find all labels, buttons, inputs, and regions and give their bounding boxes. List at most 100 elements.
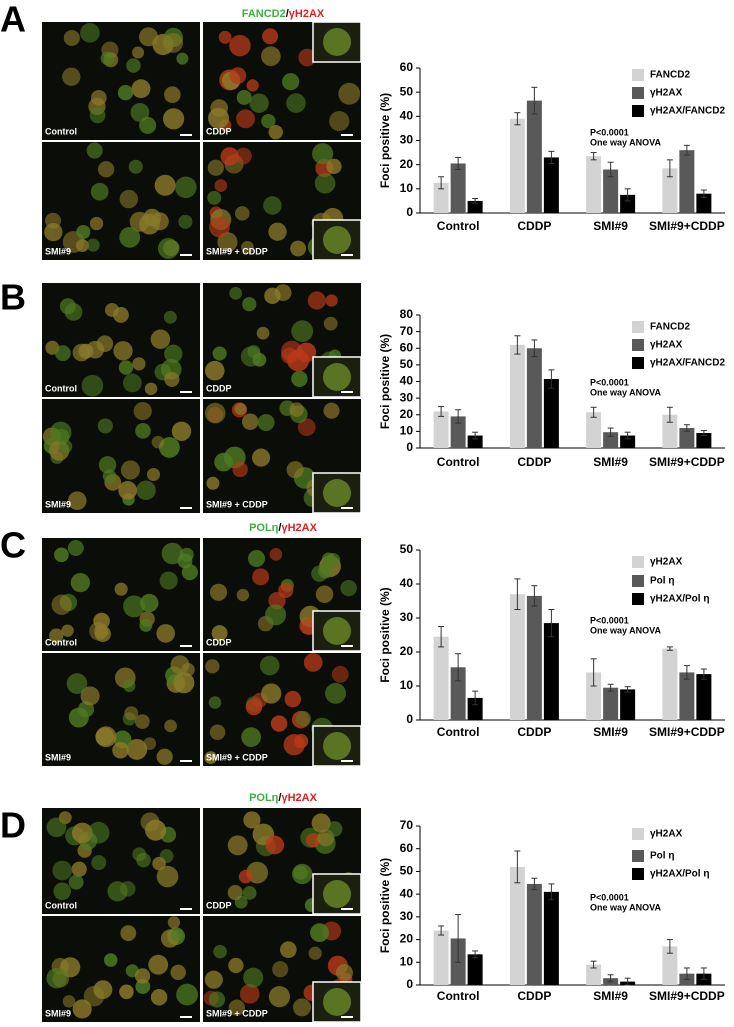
annotation: One way ANOVA	[590, 902, 662, 912]
cell	[176, 52, 189, 65]
image-label: SMI#9 + CDDP	[206, 499, 268, 509]
legend-label: γH2AX/FANCD2	[650, 358, 725, 369]
image-title: POLη/γH2AX	[249, 792, 318, 804]
y-tick-label: 30	[400, 390, 414, 404]
y-tick-label: 30	[400, 610, 414, 624]
cell	[62, 995, 76, 1008]
bar	[526, 595, 542, 720]
cell	[167, 916, 181, 929]
cell	[80, 686, 100, 706]
cell	[63, 29, 80, 47]
cell	[176, 983, 198, 1006]
cell	[314, 172, 336, 194]
bar	[509, 344, 525, 448]
bar	[509, 594, 525, 720]
scale-bar	[341, 645, 353, 647]
cell	[126, 739, 148, 760]
cell	[214, 452, 233, 472]
cell	[53, 882, 72, 901]
cell	[164, 371, 180, 387]
image-label: SMI#9 + CDDP	[206, 1008, 268, 1018]
cell	[321, 552, 336, 566]
legend-label: γH2AX	[650, 557, 683, 568]
cell	[212, 346, 227, 361]
cell	[323, 402, 340, 419]
cell	[120, 925, 137, 942]
y-tick-label: 50	[400, 542, 414, 556]
cell	[87, 821, 110, 844]
cell	[118, 481, 137, 500]
cell	[120, 881, 136, 897]
cell	[236, 89, 252, 105]
cell	[262, 28, 279, 45]
scale-bar	[341, 391, 353, 393]
x-tick-label: Control	[437, 989, 480, 1003]
cell	[68, 874, 84, 890]
title-sep: /	[278, 522, 281, 534]
cell	[252, 568, 270, 586]
y-tick-label: 70	[400, 818, 414, 832]
bar	[467, 697, 483, 720]
bar	[586, 156, 602, 213]
cell	[59, 298, 76, 315]
cell	[61, 624, 74, 637]
cell	[284, 690, 302, 708]
cell	[265, 835, 285, 855]
cell	[207, 159, 224, 176]
cell	[234, 402, 247, 416]
cell	[228, 999, 245, 1016]
cell	[207, 190, 222, 205]
y-tick-label: 40	[400, 576, 414, 590]
cell	[175, 176, 197, 199]
y-axis-label: Foci positive (%)	[378, 858, 392, 953]
y-tick-label: 20	[400, 407, 414, 421]
cell	[171, 929, 184, 942]
scale-bar	[180, 908, 192, 910]
cell	[307, 291, 326, 310]
cell	[90, 90, 107, 106]
title-green: POLη	[249, 792, 279, 804]
cell	[114, 582, 128, 596]
cell	[131, 79, 151, 99]
scale-bar	[341, 1016, 353, 1018]
y-tick-label: 20	[400, 932, 414, 946]
bar	[509, 118, 525, 213]
cell	[151, 435, 165, 449]
image-label: Control	[45, 900, 77, 910]
x-tick-label: SMI#9+CDDP	[649, 725, 725, 739]
legend-label: γH2AX	[650, 829, 683, 840]
cell	[204, 360, 225, 381]
bar	[603, 687, 619, 720]
inset-cell	[323, 732, 351, 760]
bar	[662, 648, 678, 720]
cell	[272, 961, 289, 978]
legend-swatch	[632, 556, 644, 568]
y-tick-label: 60	[400, 60, 414, 74]
y-axis-label: Foci positive (%)	[378, 587, 392, 682]
cell	[89, 216, 104, 231]
cell	[303, 653, 323, 672]
legend-label: Pol η	[650, 851, 674, 862]
annotation: One way ANOVA	[590, 137, 662, 147]
x-tick-label: SMI#9	[593, 725, 628, 739]
cell	[311, 813, 331, 833]
y-tick-label: 80	[400, 307, 414, 321]
cell	[156, 748, 173, 765]
y-tick-label: 60	[400, 340, 414, 354]
cell	[139, 116, 157, 134]
cell	[162, 108, 185, 130]
x-tick-label: CDDP	[517, 725, 551, 739]
cell	[251, 448, 271, 467]
cell	[118, 360, 134, 375]
legend-swatch	[632, 339, 644, 351]
cell	[100, 51, 115, 66]
bar	[467, 435, 483, 448]
cell	[265, 604, 287, 626]
x-tick-label: CDDP	[517, 989, 551, 1003]
cell	[229, 67, 247, 85]
legend-label: FANCD2	[650, 70, 690, 81]
bar	[662, 946, 678, 985]
cell	[132, 357, 146, 371]
cell	[178, 214, 193, 229]
cell	[75, 239, 89, 253]
